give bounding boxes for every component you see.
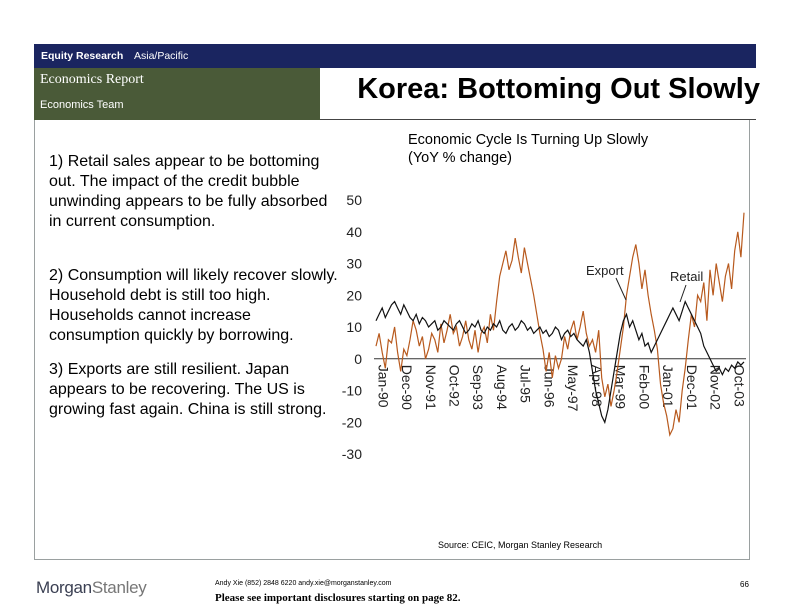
chart-title: Economic Cycle Is Turning Up Slowly (YoY… — [408, 131, 648, 167]
header-bar: Equity Research Asia/Pacific — [34, 44, 756, 68]
source-note: Source: CEIC, Morgan Stanley Research — [438, 540, 603, 550]
export-pointer — [615, 277, 627, 301]
chart-title-line-1: Economic Cycle Is Turning Up Slowly — [408, 132, 649, 148]
x-tick-label: Aug-94 — [494, 365, 510, 410]
retail-series-line — [375, 299, 745, 425]
retail-annotation: Retail — [670, 269, 703, 284]
retail-pointer — [679, 284, 687, 303]
chart-subtitle: (YoY % change) — [408, 150, 512, 166]
logo-word-1: Morgan — [36, 578, 92, 597]
team-label: Economics Team — [40, 99, 124, 111]
bullet-number: 2) — [49, 267, 64, 284]
y-tick-label: 30 — [346, 256, 362, 272]
x-tick-label: Nov-91 — [423, 365, 439, 410]
x-tick-label: Jul-95 — [518, 365, 534, 403]
region-label: Asia/Pacific — [134, 50, 189, 62]
bullet-text: Exports are still resilient. Japan appea… — [49, 361, 327, 418]
y-tick-label: -20 — [342, 414, 362, 430]
analyst-contact: Andy Xie (852) 2848 6220 andy.xie@morgan… — [215, 580, 392, 587]
x-tick-label: Feb-00 — [636, 365, 652, 410]
x-tick-label: Oct-03 — [731, 365, 747, 407]
bullet-number: 3) — [49, 361, 64, 378]
y-tick-label: 40 — [346, 224, 362, 240]
x-tick-label: May-97 — [565, 365, 581, 412]
page-number: 66 — [740, 580, 749, 589]
bullet-text: Retail sales appear to be bottoming out.… — [49, 153, 328, 230]
x-tick-label: Dec-01 — [684, 365, 700, 410]
company-logo: MorganStanley — [36, 578, 147, 598]
x-tick-label: Oct-92 — [446, 365, 462, 407]
x-tick-label: Jan-01 — [660, 365, 676, 408]
bullet-3: 3) Exports are still resilient. Japan ap… — [49, 360, 339, 420]
export-series-line — [375, 212, 745, 437]
y-tick-label: 0 — [354, 351, 362, 367]
x-tick-label: Jan-90 — [375, 365, 391, 408]
y-tick-label: 20 — [346, 287, 362, 303]
report-band: Economics Report Economics Team — [34, 68, 320, 120]
division-label: Equity Research — [41, 50, 124, 62]
bullet-text: Consumption will likely recover slowly. … — [49, 267, 338, 344]
x-tick-label: Sep-93 — [470, 365, 486, 410]
content-frame — [34, 120, 750, 560]
bullet-1: 1) Retail sales appear to be bottoming o… — [49, 152, 339, 232]
x-tick-label: Jun-96 — [541, 365, 557, 408]
y-tick-label: -10 — [342, 383, 362, 399]
x-tick-label: Dec-90 — [399, 365, 415, 410]
y-tick-label: 10 — [346, 319, 362, 335]
bullet-2: 2) Consumption will likely recover slowl… — [49, 266, 339, 346]
bullet-number: 1) — [49, 153, 64, 170]
y-tick-label: -30 — [342, 446, 362, 462]
line-chart: 50 40 30 20 10 0 -10 -20 -30 Jan-90 Dec-90 Nov-91 Oc… — [342, 192, 748, 462]
title-divider — [320, 119, 756, 120]
page-title: Korea: Bottoming Out Slowly — [357, 73, 760, 105]
y-tick-label: 50 — [346, 192, 362, 208]
logo-word-2: Stanley — [91, 578, 147, 597]
disclosure-note: Please see important disclosures startin… — [215, 592, 461, 604]
report-type: Economics Report — [40, 72, 144, 87]
x-tick-label: Nov-02 — [708, 365, 724, 410]
export-annotation: Export — [586, 263, 624, 278]
